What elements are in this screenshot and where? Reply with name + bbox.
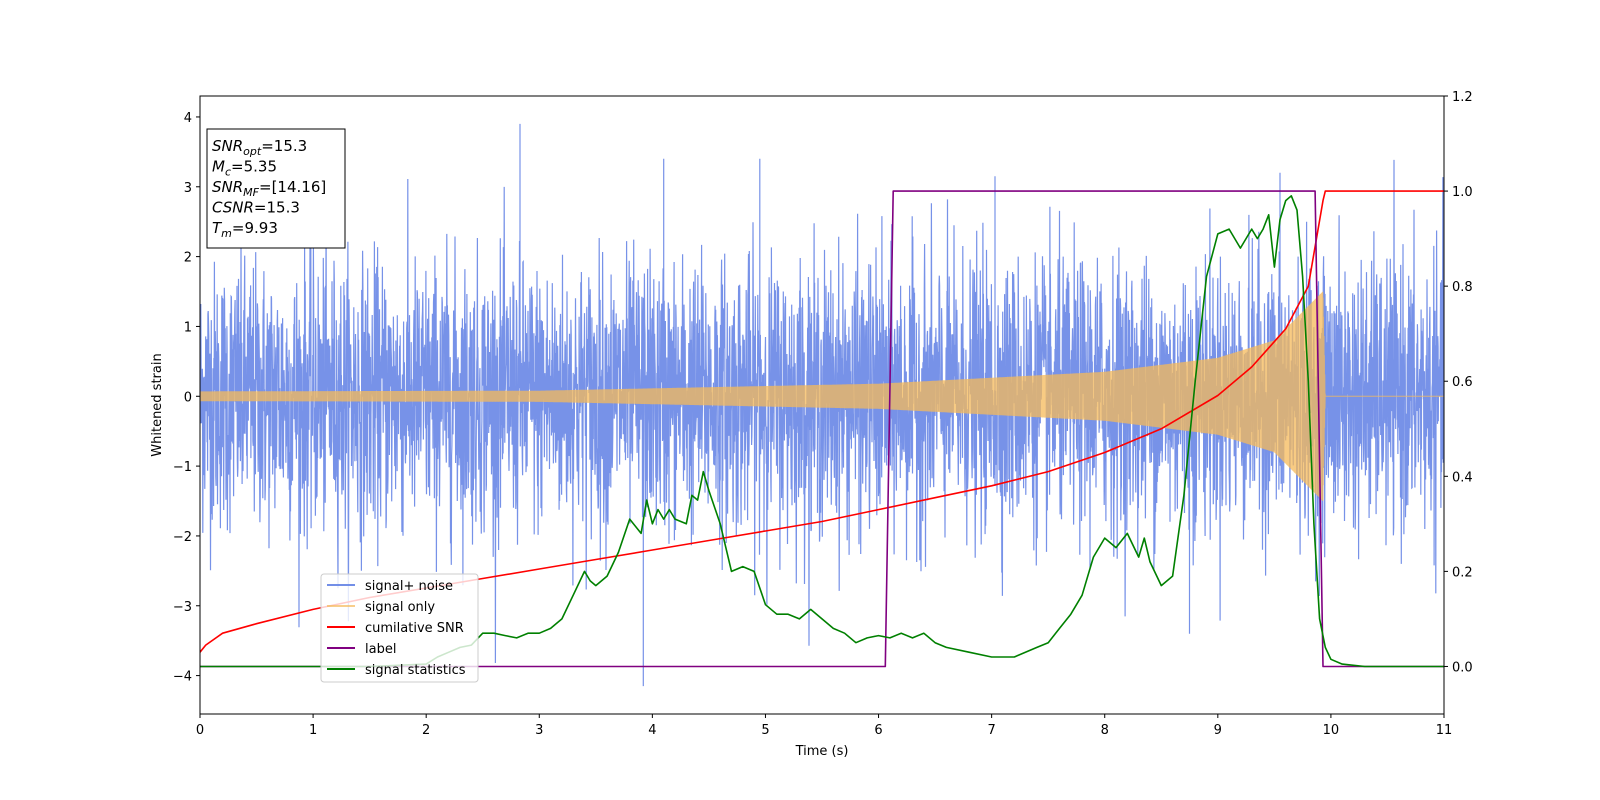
legend-label-signal-statistics: signal statistics <box>365 663 466 678</box>
series-signal-noise <box>200 123 1444 687</box>
y-tick-label: 3 <box>184 181 192 196</box>
y-axis-label: Whitened strain <box>150 353 165 456</box>
x-tick-label: 10 <box>1323 723 1340 738</box>
series-layer <box>200 123 1444 687</box>
series-label <box>200 190 1444 668</box>
legend-label-signal-noise: signal+ noise <box>365 579 453 594</box>
legend-label-label: label <box>365 642 396 657</box>
x-tick-label: 6 <box>874 723 882 738</box>
annotation-line: Mc=5.35 <box>212 158 277 179</box>
y-tick-label: −3 <box>173 600 192 615</box>
series-signal-only <box>200 291 1444 501</box>
x-tick-label: 3 <box>535 723 543 738</box>
series-signal-statistics <box>200 195 1444 668</box>
y-tick-label: −2 <box>173 530 192 545</box>
x-tick-label: 11 <box>1436 723 1453 738</box>
plot-frame <box>199 95 1445 715</box>
x-tick-label: 9 <box>1214 723 1222 738</box>
x-tick-label: 4 <box>648 723 656 738</box>
y2-tick-label: 0.0 <box>1452 660 1473 675</box>
x-axis-label: Time (s) <box>795 744 849 759</box>
y2-tick-label: 1.2 <box>1452 90 1473 105</box>
annotation-line: SNRopt=15.3 <box>212 137 307 158</box>
y-axis-left: 4 3 2 1 0 −1 −2 −3 −4 <box>173 111 200 685</box>
y2-tick-label: 1.0 <box>1452 185 1473 200</box>
x-tick-label: 7 <box>987 723 995 738</box>
y-tick-label: 1 <box>184 320 192 335</box>
y-tick-label: −4 <box>173 670 192 685</box>
x-tick-label: 0 <box>196 723 204 738</box>
x-axis: 0 1 2 3 4 5 6 7 8 9 10 11 <box>196 714 1452 738</box>
legend-frame <box>320 573 479 683</box>
y2-tick-label: 0.8 <box>1452 280 1473 295</box>
y-tick-label: 2 <box>184 251 192 266</box>
y2-tick-label: 0.2 <box>1452 565 1473 580</box>
y-tick-label: 0 <box>184 390 192 405</box>
annotation-line: Tm=9.93 <box>212 219 278 240</box>
legend-label-signal-only: signal only <box>365 600 435 615</box>
annotation-line: SNRMF=[14.16] <box>212 178 326 199</box>
y-tick-label: 4 <box>184 111 192 126</box>
annotation-box: SNRopt=15.3Mc=5.35SNRMF=[14.16]CSNR=15.3… <box>206 128 346 249</box>
annotation-line: CSNR=15.3 <box>212 199 300 217</box>
x-tick-label: 2 <box>422 723 430 738</box>
y-tick-label: −1 <box>173 460 192 475</box>
x-tick-label: 1 <box>309 723 317 738</box>
legend-label-cumilative-snr: cumilative SNR <box>365 621 464 636</box>
annotation-frame <box>206 128 346 249</box>
legend: signal+ noise signal only cumilative SNR la… <box>320 573 479 683</box>
y2-tick-label: 0.4 <box>1452 470 1473 485</box>
y-axis-right: 1.2 1.0 0.8 0.6 0.4 0.2 0.0 <box>1444 90 1473 675</box>
x-tick-label: 5 <box>761 723 769 738</box>
x-tick-label: 8 <box>1101 723 1109 738</box>
y2-tick-label: 0.6 <box>1452 375 1473 390</box>
